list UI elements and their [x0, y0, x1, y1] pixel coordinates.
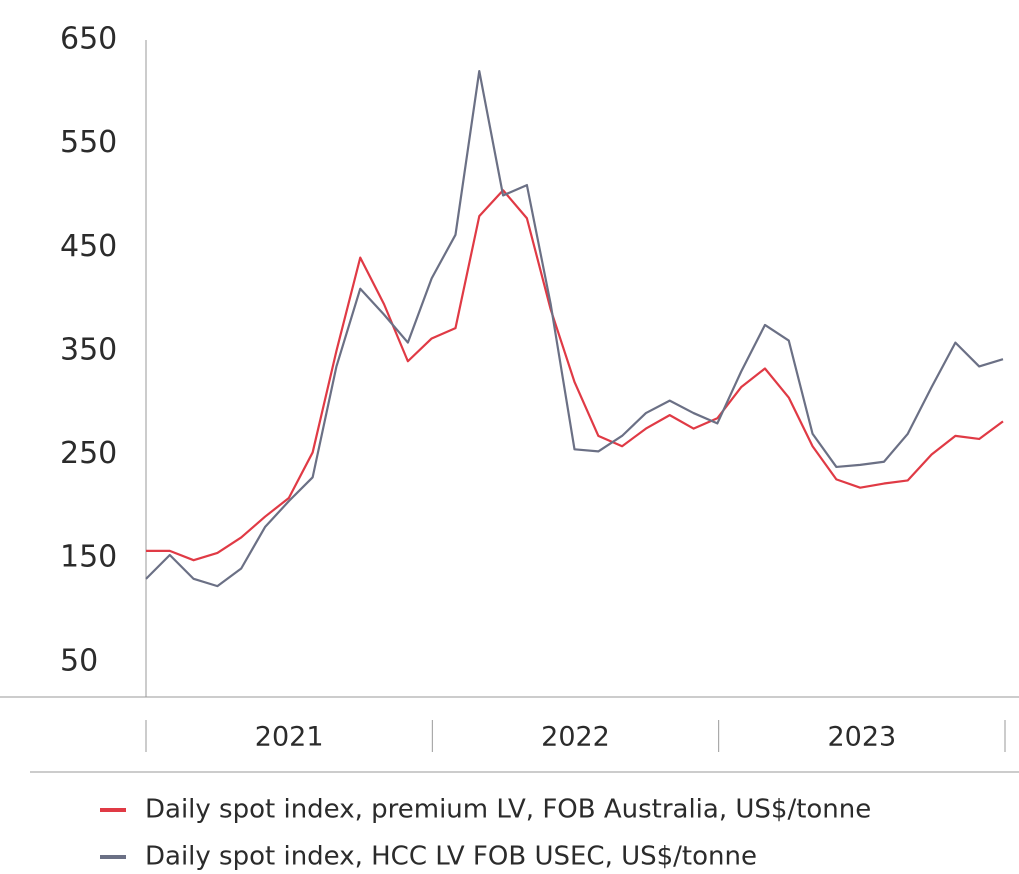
line-series [145, 69, 1004, 588]
y-tick-label: 650 [60, 22, 117, 57]
y-tick-label: 50 [60, 643, 98, 678]
y-tick-label: 550 [60, 125, 117, 160]
x-group-label: 2023 [827, 722, 896, 753]
line-series [146, 189, 1004, 562]
x-group-label: 2022 [541, 722, 610, 753]
y-tick-label: 150 [60, 540, 117, 575]
y-tick-label: 350 [60, 332, 117, 367]
y-tick-label: 450 [60, 229, 117, 264]
x-group-label: 2021 [255, 722, 324, 753]
legend-label: Daily spot index, HCC LV FOB USEC, US$/t… [145, 842, 757, 872]
y-tick-label: 250 [60, 436, 117, 471]
legend-label: Daily spot index, premium LV, FOB Austra… [145, 795, 871, 825]
